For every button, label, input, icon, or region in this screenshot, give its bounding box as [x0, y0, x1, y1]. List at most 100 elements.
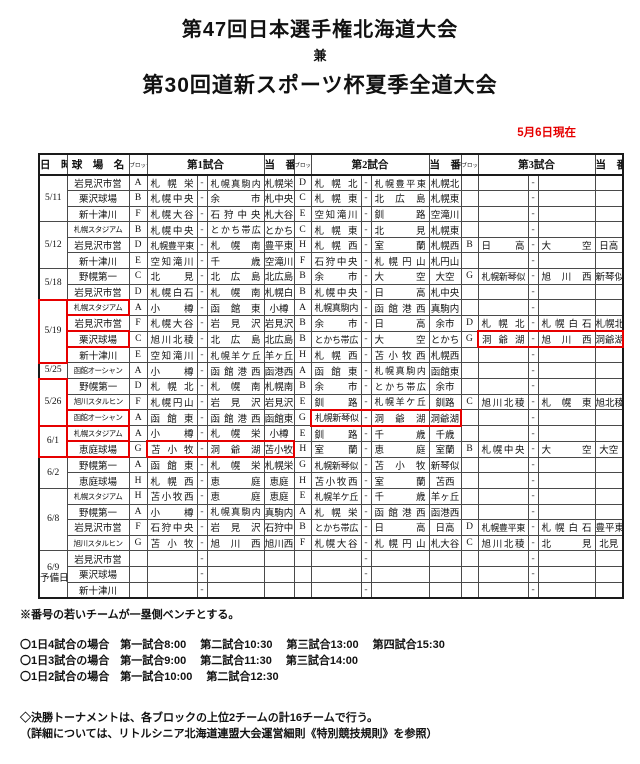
schedule-row: 5/18 野幌第一 C 北見 - 北広島 北広島 B 余市 - 大空 大空 G 札幌新琴似 - 旭川西 新琴似 — [38, 268, 624, 301]
dash-cell: - — [360, 519, 372, 536]
block-cell: A — [128, 362, 148, 380]
duty-cell: 札幌北 — [594, 314, 624, 332]
team1-cell: 札幌西 — [310, 346, 362, 364]
dash-cell: - — [527, 205, 539, 223]
dash-cell: - — [527, 409, 539, 427]
dash-cell: - — [360, 378, 372, 395]
dash-cell: - — [527, 314, 539, 332]
block-cell: B — [460, 440, 479, 458]
team1-cell — [477, 503, 529, 521]
team2-cell: 余市 — [206, 190, 265, 207]
team2-cell: 日高 — [370, 519, 430, 536]
duty-cell — [428, 565, 462, 583]
team1-cell: 札幌中央 — [310, 283, 362, 301]
date-subtext: 予備日 — [40, 574, 67, 585]
schedule-row: 6/2 野幌第一 A 函館東 - 札幌栄 札幌栄 G 札幌新琴似 - 苫小牧 新琴似 - — [38, 456, 624, 490]
team2-cell — [537, 472, 596, 489]
dash-cell: - — [527, 534, 539, 552]
date-cell: 6/8 — [38, 487, 68, 552]
team2-cell — [537, 252, 596, 270]
block-cell: B — [128, 190, 148, 207]
game-time-note-4games: 〇1日4試合の場合 第一試合8:00 第二試合10:30 第三試合13:00 第… — [20, 638, 445, 651]
dash-cell: - — [360, 330, 372, 348]
dash-cell: - — [196, 221, 208, 238]
col-header-duty-1: 当 番 — [263, 153, 295, 176]
block-cell: C — [460, 393, 479, 411]
team2-cell: 札幌円山 — [370, 534, 430, 552]
venue-cell: 岩見沢市営 — [66, 283, 130, 301]
dash-cell: - — [360, 314, 372, 332]
venue-cell: 函館オーシャン — [66, 408, 130, 427]
block-cell: H — [128, 472, 148, 489]
dash-cell: - — [527, 550, 539, 567]
schedule-row: 函館オーシャン A 函館東 - 函館港西 函館東 G 札幌新琴似 - 洞爺湖 洞爺湖 - — [39, 408, 624, 427]
team1-cell — [477, 488, 529, 505]
dash-cell: - — [360, 268, 372, 285]
col-header-block-3: ブロック — [460, 153, 479, 176]
dash-cell: - — [360, 221, 372, 238]
duty-cell: 札幌栄 — [263, 174, 295, 192]
team1-cell: 空知滝川 — [146, 252, 198, 270]
duty-cell: 函館東 — [428, 362, 462, 380]
venue-cell: 栗沢球場 — [66, 565, 130, 583]
game-time-note-3games: 〇1日3試合の場合 第一試合9:00 第二試合11:30 第三試合14:00 — [20, 654, 359, 667]
team2-cell: とかち帯広 — [370, 378, 430, 395]
col-header-game-2: 第2試合 — [310, 153, 430, 176]
duty-cell — [263, 550, 295, 567]
dash-cell: - — [527, 346, 539, 364]
duty-cell: 苫小牧 — [263, 440, 296, 459]
team2-cell — [370, 565, 430, 583]
team1-cell: 余市 — [310, 268, 362, 285]
dash-cell: - — [196, 252, 208, 270]
header-row: 日 時 球 場 名 ブロック 第1試合 当 番 ブロック 第2試合 当 番 ブロ… — [38, 153, 624, 176]
duty-cell: 札大谷 — [428, 534, 462, 552]
team1-cell: 石狩中央 — [146, 519, 198, 536]
venue-cell: 札幌スタジアム — [66, 221, 130, 238]
venue-cell: 栗沢球場 — [66, 330, 130, 349]
venue-cell: 恵庭球場 — [66, 440, 130, 459]
team1-cell: 札幌中央 — [146, 221, 198, 238]
team1-cell — [477, 550, 529, 567]
team2-cell: 札幌羊ケ丘 — [206, 346, 265, 364]
team2-cell: 北見 — [370, 221, 430, 238]
team1-cell: 余市 — [310, 314, 362, 332]
dash-cell: - — [196, 283, 208, 301]
block-cell: B — [293, 283, 312, 301]
block-cell: D — [128, 283, 148, 301]
block-cell: B — [293, 378, 312, 395]
duty-cell: 恵庭 — [263, 488, 295, 505]
dash-cell: - — [360, 581, 372, 599]
block-cell: A — [293, 362, 312, 380]
schedule-row: 旭川スタルヒン F 札幌円山 - 岩見沢 岩見沢 E 釧路 - 札幌羊ケ丘 釧路 C 旭川北稜 - 札幌東旭… — [39, 393, 624, 411]
col-header-game-3: 第3試合 — [477, 153, 596, 176]
team2-cell: 函館港西 — [206, 362, 265, 380]
block-cell: F — [128, 393, 148, 411]
block-cell: A — [128, 456, 148, 474]
team2-cell: とかち帯広 — [206, 221, 265, 238]
team2-cell: 北広島 — [206, 268, 265, 285]
block-cell — [460, 503, 479, 521]
team2-cell — [537, 174, 596, 192]
duty-cell: 空滝川 — [428, 205, 462, 223]
venue-cell: 野幌第一 — [66, 456, 130, 474]
dash-cell: - — [360, 425, 372, 442]
team2-cell — [537, 488, 596, 505]
block-cell: H — [293, 472, 312, 489]
dash-cell: - — [196, 503, 208, 521]
duty-cell — [428, 581, 462, 599]
venue-cell: 岩見沢市営 — [66, 314, 130, 332]
duty-cell: 空滝川 — [263, 252, 295, 270]
date-cell: 5/26 — [38, 377, 68, 427]
duty-cell: 札幌西 — [428, 236, 462, 254]
dash-cell: - — [196, 190, 208, 207]
duty-cell — [594, 346, 624, 364]
schedule-row: 栗沢球場 - - - — [39, 565, 624, 583]
team1-cell: 苫小牧 — [146, 534, 198, 552]
block-cell: E — [293, 488, 312, 505]
block-cell — [460, 205, 479, 223]
block-cell — [293, 581, 312, 599]
duty-cell: 羊ヶ丘 — [428, 488, 462, 505]
team2-cell: 洞爺湖 — [370, 408, 430, 427]
game-time-notes: 〇1日4試合の場合 第一試合8:00 第二試合10:30 第三試合13:00 第… — [20, 637, 640, 685]
